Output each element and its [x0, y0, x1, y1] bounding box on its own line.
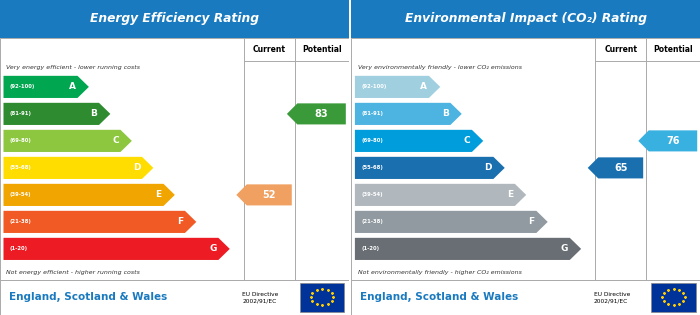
Polygon shape	[4, 76, 89, 98]
Text: 83: 83	[315, 109, 328, 119]
Polygon shape	[4, 211, 196, 233]
Text: (69-80): (69-80)	[10, 138, 32, 143]
Text: Not environmentally friendly - higher CO₂ emissions: Not environmentally friendly - higher CO…	[358, 270, 522, 275]
Text: E: E	[507, 190, 513, 199]
Polygon shape	[237, 184, 292, 205]
Text: England, Scotland & Wales: England, Scotland & Wales	[360, 292, 519, 302]
Bar	[0, 280, 349, 315]
Text: F: F	[177, 217, 183, 226]
Bar	[351, 0, 700, 38]
Text: (69-80): (69-80)	[361, 138, 383, 143]
Text: D: D	[133, 163, 140, 172]
Text: EU Directive
2002/91/EC: EU Directive 2002/91/EC	[242, 292, 279, 303]
Text: Current: Current	[253, 45, 286, 54]
Polygon shape	[355, 103, 462, 125]
Text: (55-68): (55-68)	[361, 165, 383, 170]
Bar	[351, 280, 700, 315]
Text: 76: 76	[666, 136, 680, 146]
Polygon shape	[355, 157, 505, 179]
Text: EU Directive
2002/91/EC: EU Directive 2002/91/EC	[594, 292, 630, 303]
Text: A: A	[69, 83, 76, 91]
Text: (81-91): (81-91)	[10, 112, 32, 117]
Polygon shape	[4, 238, 230, 260]
Text: F: F	[528, 217, 535, 226]
Polygon shape	[287, 103, 346, 124]
Text: (55-68): (55-68)	[10, 165, 32, 170]
Text: (81-91): (81-91)	[361, 112, 383, 117]
Text: (21-38): (21-38)	[361, 219, 383, 224]
Polygon shape	[4, 184, 175, 206]
Text: B: B	[442, 109, 449, 118]
Text: (92-100): (92-100)	[361, 84, 386, 89]
Text: C: C	[463, 136, 470, 146]
Bar	[651, 283, 696, 312]
Polygon shape	[355, 130, 483, 152]
Polygon shape	[355, 238, 581, 260]
Text: (92-100): (92-100)	[10, 84, 35, 89]
Polygon shape	[588, 158, 643, 178]
Text: D: D	[484, 163, 491, 172]
Text: 65: 65	[614, 163, 627, 173]
Bar	[300, 283, 344, 312]
Polygon shape	[355, 211, 547, 233]
Text: Energy Efficiency Rating: Energy Efficiency Rating	[90, 12, 259, 26]
Text: E: E	[155, 190, 162, 199]
Text: Current: Current	[604, 45, 637, 54]
Polygon shape	[4, 157, 153, 179]
Text: G: G	[561, 244, 568, 253]
Text: A: A	[420, 83, 427, 91]
Text: C: C	[112, 136, 119, 146]
Text: G: G	[209, 244, 217, 253]
Polygon shape	[4, 130, 132, 152]
Text: Potential: Potential	[653, 45, 693, 54]
Polygon shape	[638, 130, 697, 152]
Text: (39-54): (39-54)	[10, 192, 32, 198]
Text: Very environmentally friendly - lower CO₂ emissions: Very environmentally friendly - lower CO…	[358, 65, 522, 70]
Bar	[0, 0, 349, 38]
Text: 52: 52	[262, 190, 276, 200]
Text: (39-54): (39-54)	[361, 192, 383, 198]
Text: (1-20): (1-20)	[10, 246, 28, 251]
Polygon shape	[355, 76, 440, 98]
Text: (1-20): (1-20)	[361, 246, 379, 251]
Polygon shape	[4, 103, 111, 125]
Text: Potential: Potential	[302, 45, 342, 54]
Text: England, Scotland & Wales: England, Scotland & Wales	[8, 292, 167, 302]
Text: (21-38): (21-38)	[10, 219, 32, 224]
Polygon shape	[355, 184, 526, 206]
Text: Not energy efficient - higher running costs: Not energy efficient - higher running co…	[6, 270, 140, 275]
Text: B: B	[90, 109, 97, 118]
Text: Environmental Impact (CO₂) Rating: Environmental Impact (CO₂) Rating	[405, 12, 647, 26]
Text: Very energy efficient - lower running costs: Very energy efficient - lower running co…	[6, 65, 140, 70]
